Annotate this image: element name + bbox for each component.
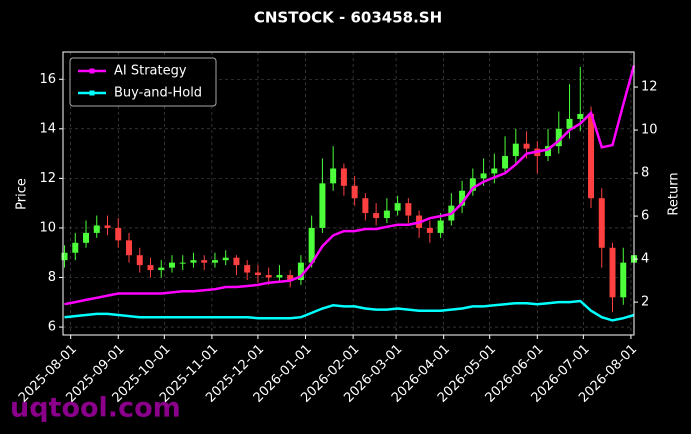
watermark: uqtool.com <box>10 393 181 424</box>
candle-body <box>426 227 433 233</box>
candle-body <box>459 190 466 206</box>
candle-body <box>437 220 444 233</box>
candle-body <box>168 262 175 268</box>
y-tick-label: 16 <box>39 72 56 87</box>
y2-axis-label: Return <box>667 172 682 215</box>
legend-box <box>69 57 217 107</box>
candle-body <box>491 168 498 174</box>
y-tick-label: 10 <box>39 220 56 235</box>
candle-body <box>244 265 251 273</box>
candle-body <box>211 260 218 263</box>
candle-body <box>297 262 304 280</box>
candle-body <box>620 262 627 298</box>
candle-body <box>179 262 186 264</box>
candle-body <box>469 178 476 191</box>
y2-tick-label: 4 <box>641 252 649 267</box>
candle-body <box>308 227 315 263</box>
y2-tick-label: 12 <box>641 80 658 95</box>
candle-body <box>126 240 133 256</box>
candle-body <box>201 260 208 263</box>
candle-body <box>104 225 111 228</box>
candle-body <box>61 252 68 261</box>
candle-body <box>598 198 605 248</box>
candle-body <box>555 128 562 147</box>
candle-body <box>609 247 616 298</box>
candle-body <box>394 203 401 211</box>
candle-body <box>115 227 122 241</box>
candle-body <box>340 168 347 186</box>
candle-body <box>405 203 412 216</box>
candle-body <box>158 267 165 271</box>
candle-body <box>545 146 552 157</box>
candle-body <box>362 198 369 214</box>
y-tick-label: 6 <box>48 320 56 335</box>
candle-body <box>383 210 390 219</box>
y-tick-label: 12 <box>39 171 56 186</box>
candle-body <box>265 275 272 278</box>
candle-body <box>136 255 143 266</box>
candle-body <box>287 275 294 280</box>
return-line <box>64 299 635 322</box>
y2-tick-label: 8 <box>641 166 649 181</box>
candle-body <box>373 213 380 219</box>
candle-body <box>480 173 487 179</box>
candle-body <box>319 183 326 228</box>
y-tick-label: 14 <box>39 121 56 136</box>
legend-marker <box>89 90 95 96</box>
y2-tick-label: 6 <box>641 209 649 224</box>
candle-body <box>254 272 261 276</box>
candle-body <box>566 118 573 129</box>
chart-title: CNSTOCK - 603458.SH <box>254 9 442 27</box>
candle-body <box>83 232 90 243</box>
candle-body <box>330 168 337 184</box>
candle-body <box>72 242 79 253</box>
candle-body <box>512 143 519 157</box>
legend-marker <box>89 68 95 74</box>
plot-area <box>61 52 637 335</box>
candle-body <box>276 275 283 278</box>
candle-body <box>502 156 509 169</box>
candle-body <box>523 143 530 149</box>
legend-label: Buy-and-Hold <box>114 86 202 101</box>
plot-frame <box>62 51 635 336</box>
candle-body <box>222 257 229 261</box>
y2-tick-label: 2 <box>641 295 649 310</box>
candle-body <box>577 113 584 119</box>
y2-tick-label: 10 <box>641 123 658 138</box>
candle-body <box>351 185 358 199</box>
candle-body <box>147 265 154 271</box>
return-line <box>64 65 636 306</box>
candle-body <box>93 225 100 233</box>
candle-body <box>190 260 197 263</box>
candle-body <box>588 113 595 199</box>
candle-body <box>233 257 240 266</box>
legend-label: AI Strategy <box>114 64 187 79</box>
y-tick-label: 8 <box>48 270 56 285</box>
y-axis-label: Price <box>15 178 30 210</box>
